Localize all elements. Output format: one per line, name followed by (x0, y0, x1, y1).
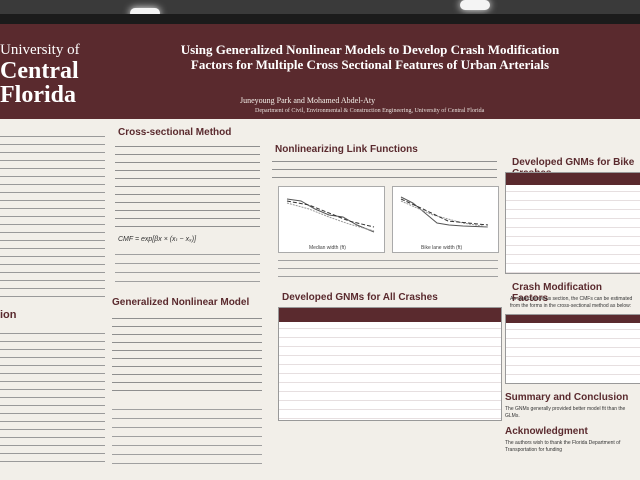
poster: University of Central Florida Using Gene… (0, 24, 640, 480)
series-line-glm (400, 200, 489, 228)
median-width-chart-svg: Median width (ft) (286, 198, 375, 251)
summary-body: The GNMs generally provided better model… (505, 406, 626, 419)
nonlinearizing-heading: Nonlinearizing Link Functions (275, 144, 418, 155)
function-equations (278, 256, 498, 278)
table-row-shading (506, 323, 640, 383)
series-line-observed (400, 196, 489, 228)
table-row-shading (279, 322, 501, 420)
all-crashes-table (278, 307, 502, 421)
gnm-body (112, 314, 262, 394)
acknowledgment-body: The authors wish to thank the Florida De… (505, 440, 621, 453)
left-column-text-2 (0, 329, 105, 469)
cross-sectional-body (115, 142, 260, 227)
cmf-formula: CMF = exp[βx × (xₜ − xₓ)] (118, 236, 197, 243)
se-formula-block (115, 249, 260, 289)
bike-crashes-table (505, 172, 640, 274)
series-line-observed (286, 198, 375, 233)
table-header (506, 315, 640, 323)
series-line-gnm (400, 198, 489, 226)
left-partial-heading: ion (0, 309, 17, 321)
left-column-text (0, 132, 105, 302)
gnm-heading: Generalized Nonlinear Model (112, 297, 250, 308)
cmf-table (505, 314, 640, 384)
ceiling-light (460, 0, 490, 10)
poster-title: Using Generalized Nonlinear Models to De… (180, 42, 560, 72)
poster-header: University of Central Florida Using Gene… (0, 24, 640, 119)
cmf-body: As stated previous section, the CMFs can… (510, 296, 633, 309)
bike-lane-chart-svg: Bike lane width (ft) (400, 196, 489, 251)
table-header (279, 308, 501, 322)
x-axis-label: Bike lane width (ft) (421, 245, 462, 251)
series-line-gnm (286, 200, 375, 228)
table-header (506, 173, 640, 185)
poster-affiliation: Department of Civil, Environmental & Con… (255, 108, 485, 114)
median-width-chart: Median width (ft) (278, 186, 385, 253)
ucf-logo: University of Central Florida (0, 42, 80, 108)
gnm-formula-block (112, 404, 262, 464)
nonlinearizing-body (272, 157, 497, 183)
cross-sectional-heading: Cross-sectional Method (118, 127, 232, 138)
x-axis-label: Median width (ft) (309, 245, 346, 251)
poster-authors: Juneyoung Park and Mohamed Abdel-Aty (240, 96, 376, 105)
series-line-glm (286, 202, 375, 232)
cmf-heading: Crash Modification Factors (512, 282, 603, 304)
acknowledgment-heading: Acknowledgment (505, 426, 588, 437)
bike-lane-chart: Bike lane width (ft) (392, 186, 499, 253)
table-row-shading (506, 185, 640, 273)
all-crashes-heading: Developed GNMs for All Crashes (282, 292, 438, 303)
summary-heading: Summary and Conclusion (505, 392, 629, 403)
ceiling-light (130, 8, 160, 18)
